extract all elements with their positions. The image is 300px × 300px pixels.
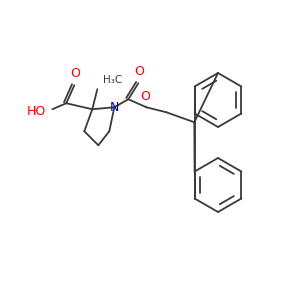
Text: O: O (70, 67, 80, 80)
Text: O: O (140, 90, 150, 103)
Text: N: N (110, 101, 119, 114)
Text: HO: HO (27, 105, 46, 118)
Text: H₃C: H₃C (103, 75, 123, 85)
Text: O: O (134, 65, 144, 78)
